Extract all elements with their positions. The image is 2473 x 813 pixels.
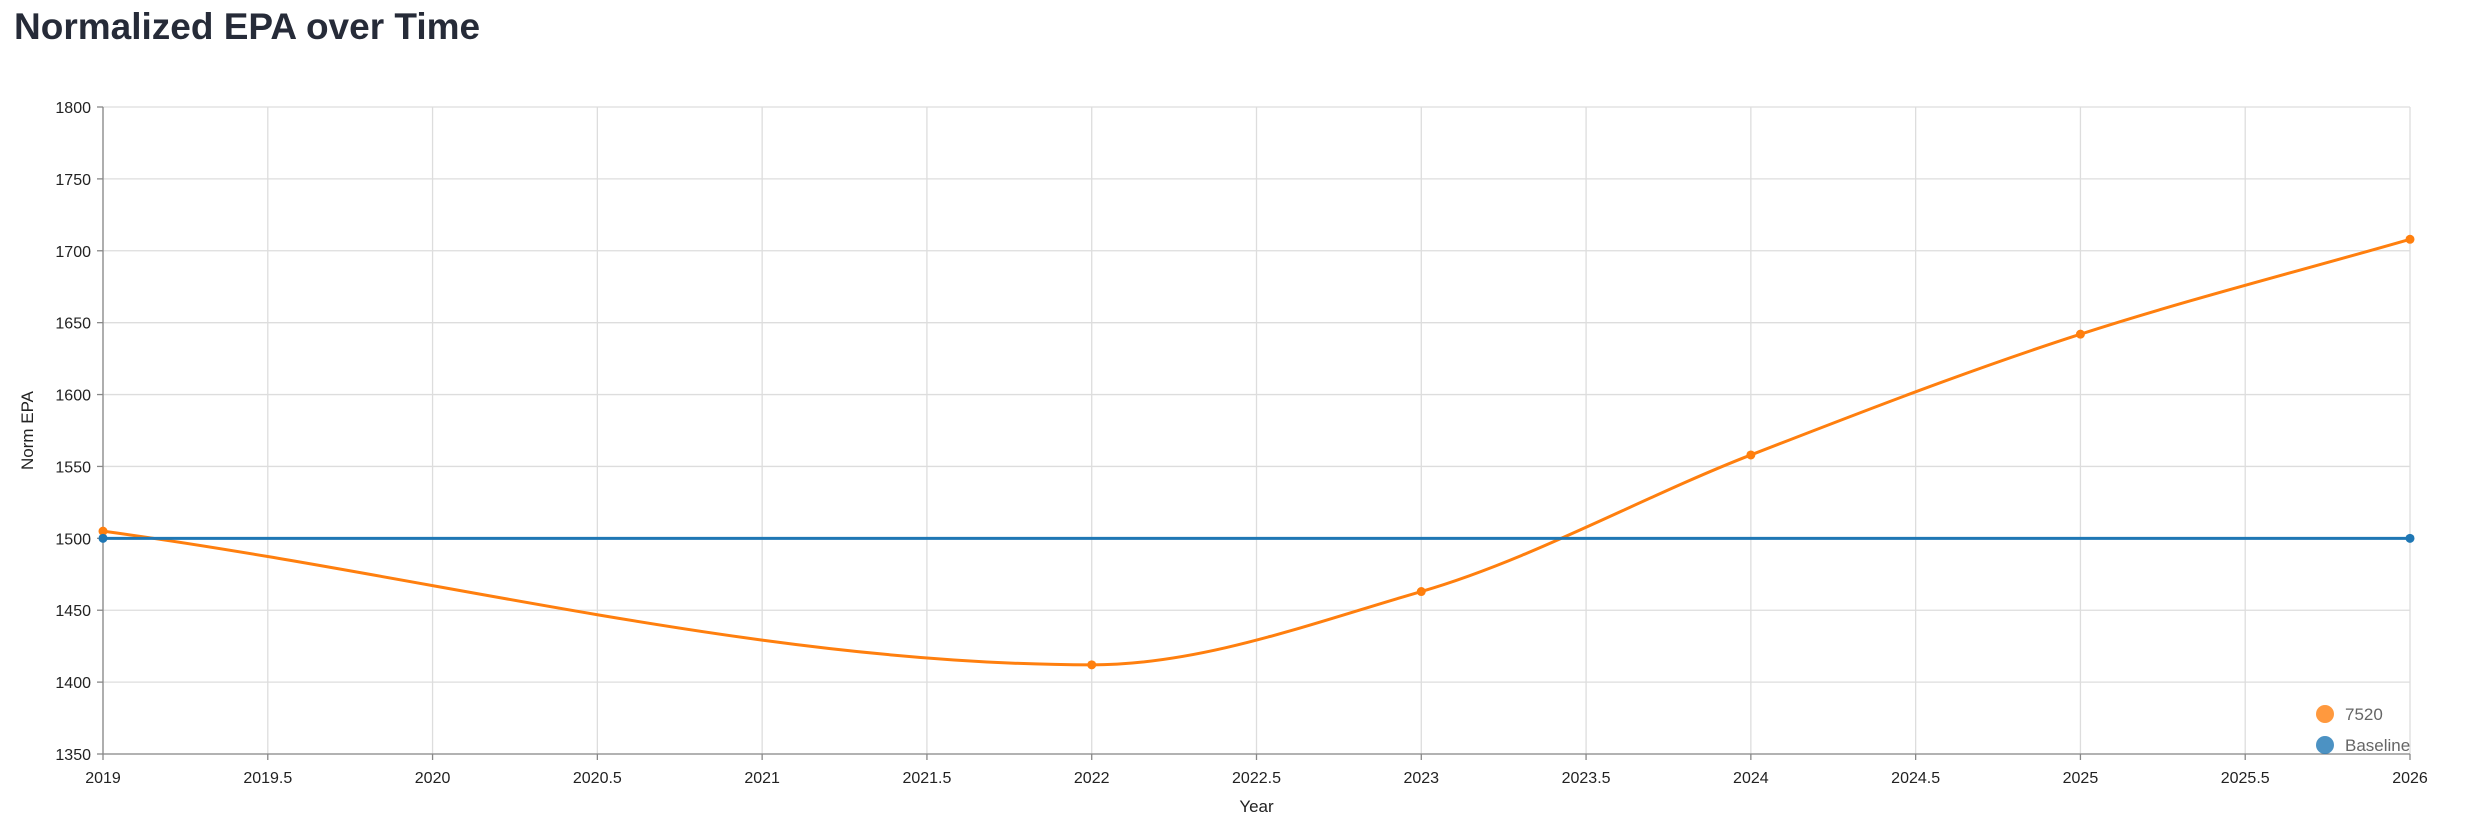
- legend: 7520 Baseline: [2316, 705, 2410, 755]
- legend-label-7520: 7520: [2345, 705, 2383, 724]
- x-tick-label: 2025.5: [2221, 770, 2270, 787]
- y-tick-label: 1400: [55, 675, 91, 692]
- data-point-baseline: [98, 533, 108, 543]
- x-tick-label: 2025: [2063, 770, 2099, 787]
- axes: 2019 2019.5 2020 2020.5 2021 2021.5 2022 2022.5…: [55, 100, 2427, 787]
- data-point-baseline: [2405, 533, 2415, 543]
- x-axis-title: Year: [1239, 797, 1274, 813]
- x-tick-label: 2026: [2392, 770, 2428, 787]
- x-tick-label: 2024.5: [1891, 770, 1940, 787]
- series-layer: [98, 234, 2415, 670]
- y-tick-label: 1700: [55, 244, 91, 261]
- data-point-7520: [1746, 450, 1756, 460]
- data-point-7520: [1416, 587, 1426, 597]
- x-tick-label: 2020: [415, 770, 451, 787]
- legend-marker-7520: [2316, 705, 2334, 723]
- series-line-7520: [102, 237, 2411, 667]
- y-tick-label: 1450: [55, 603, 91, 620]
- x-tick-label: 2019.5: [243, 770, 292, 787]
- grid: [102, 106, 2411, 755]
- y-tick-label: 1600: [55, 388, 91, 405]
- y-tick-label: 1750: [55, 172, 91, 189]
- y-tick-label: 1500: [55, 531, 91, 548]
- x-tick-label: 2021: [744, 770, 780, 787]
- y-tick-label: 1550: [55, 459, 91, 476]
- data-point-7520: [2405, 234, 2415, 244]
- x-tick-label: 2021.5: [902, 770, 951, 787]
- x-tick-label: 2020.5: [573, 770, 622, 787]
- x-tick-label: 2022: [1074, 770, 1110, 787]
- legend-marker-baseline: [2316, 736, 2334, 754]
- x-tick-label: 2023.5: [1562, 770, 1611, 787]
- y-tick-label: 1350: [55, 747, 91, 764]
- x-tick-label: 2024: [1733, 770, 1769, 787]
- chart-title: Normalized EPA over Time: [14, 6, 481, 47]
- data-point-7520: [1087, 660, 1097, 670]
- x-tick-label: 2019: [85, 770, 121, 787]
- y-axis-title: Norm EPA: [18, 390, 37, 470]
- x-tick-label: 2023: [1403, 770, 1439, 787]
- legend-label-baseline: Baseline: [2345, 736, 2410, 755]
- data-point-7520: [98, 526, 108, 536]
- y-tick-label: 1650: [55, 316, 91, 333]
- y-tick-label: 1800: [55, 100, 91, 117]
- data-point-7520: [2075, 329, 2085, 339]
- x-tick-label: 2022.5: [1232, 770, 1281, 787]
